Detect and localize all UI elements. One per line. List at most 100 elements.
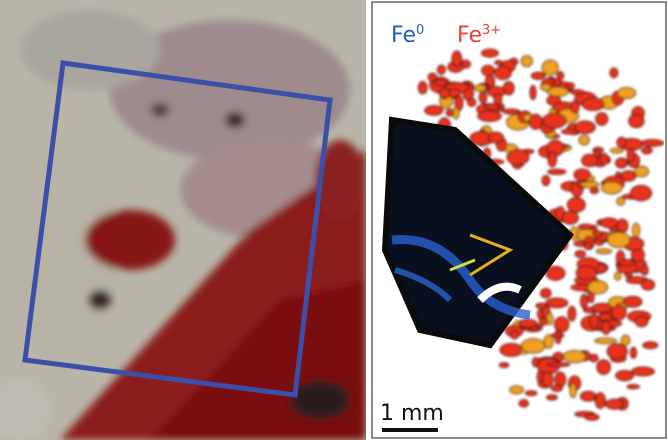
fe3-speckle — [418, 82, 427, 94]
scale-bar-label: 1 mm — [380, 401, 444, 426]
fe3-speckle — [574, 169, 590, 181]
fe3-speckle — [510, 386, 524, 394]
fe3-speckle — [635, 166, 649, 177]
fe3-speckle — [521, 56, 532, 67]
fe3-speckle — [551, 333, 564, 337]
fe3-speckle — [568, 306, 576, 320]
fe3-speckle — [629, 114, 644, 127]
fe3-speckle — [641, 140, 664, 147]
fe3-speckle — [596, 113, 608, 125]
fe3-speckle — [507, 149, 529, 164]
fe3-speckle — [621, 335, 630, 345]
fe3-speckle — [526, 391, 537, 396]
fe3-speckle — [481, 49, 498, 57]
fe3-speckle — [632, 367, 655, 376]
fe3-speckle — [584, 242, 591, 249]
fe3-speckle — [531, 72, 545, 79]
fe3-speckle — [617, 137, 626, 147]
fe3-speckle — [590, 354, 599, 362]
fe3-speckle — [627, 385, 639, 389]
fe3-speckle — [632, 223, 639, 237]
figure: Fe0 Fe3+ 1 mm — [0, 0, 668, 440]
fe3-speckle — [595, 393, 605, 409]
fe3-speckle — [590, 314, 599, 328]
fe3-speckle — [500, 344, 523, 357]
fe3-speckle — [551, 385, 562, 391]
fe3-speckle — [522, 339, 545, 353]
fe3-speckle — [576, 266, 596, 280]
fe3-speckle — [579, 135, 590, 145]
fe3-speckle — [452, 51, 462, 67]
fe3-speckle — [596, 249, 611, 254]
fe3-speckle — [616, 158, 628, 168]
fe3-speckle — [539, 318, 547, 325]
fe3-speckle — [642, 147, 652, 154]
fe3-speckle — [606, 399, 624, 409]
photo-panel — [0, 0, 366, 440]
fe3-speckle — [581, 294, 588, 308]
fe3-speckle — [547, 363, 569, 367]
fe3-speckle — [590, 187, 598, 193]
fe3-speckle — [600, 153, 608, 165]
fe3-speckle — [453, 108, 459, 119]
fe3-speckle — [546, 298, 568, 308]
fe3-speckle — [623, 296, 642, 307]
fe3-speckle — [519, 400, 528, 407]
fe3-speckle — [616, 370, 634, 380]
fe3-speckle — [567, 198, 585, 212]
fe3-speckle — [434, 80, 448, 85]
fe3-speckle — [575, 121, 595, 134]
fe3-speckle — [510, 331, 518, 339]
fe3-speckle — [495, 66, 512, 79]
fe3-speckle — [585, 414, 599, 420]
fe3-speckle — [578, 224, 593, 229]
fe3-speckle — [548, 169, 566, 174]
fe3-speckle — [580, 182, 598, 188]
fe3-speckle — [630, 185, 651, 200]
fe3-speckle — [544, 335, 553, 348]
fe3-speckle — [612, 305, 627, 320]
fe3-speckle — [554, 79, 562, 85]
fe3-speckle — [582, 154, 598, 166]
fe3-speckle — [588, 281, 608, 294]
fe3-speckle — [482, 65, 495, 75]
fe3-speckle — [571, 90, 584, 95]
fe3-speckle — [610, 68, 618, 78]
fe3-speckle — [601, 218, 618, 228]
fe3-speckle — [641, 266, 648, 276]
fe3-speckle — [542, 60, 558, 75]
fe3-speckle — [530, 86, 536, 100]
fe3-speckle — [494, 93, 502, 104]
fe3-speckle — [488, 132, 503, 143]
fe3-speckle — [468, 98, 476, 106]
fe3-speckle — [547, 395, 558, 400]
fe3-speckle — [614, 272, 620, 280]
fe3-speckle — [503, 109, 520, 114]
fe3-speckle — [437, 65, 445, 74]
fe3-speckle — [641, 280, 654, 290]
fe3-speckle — [630, 347, 636, 358]
fe3-speckle — [570, 383, 576, 398]
fe3-speckle — [575, 251, 585, 258]
fe3-speckle — [607, 232, 630, 247]
fe3-speckle — [627, 149, 634, 162]
fe3-speckle — [474, 85, 486, 92]
fe3-speckle — [567, 83, 575, 90]
fe3-speckle — [601, 182, 622, 194]
fe3-speckle — [643, 342, 658, 349]
fe3-speckle — [542, 372, 553, 387]
fe3-speckle — [593, 231, 603, 237]
fe3-speckle — [592, 303, 612, 312]
fe3-speckle — [611, 148, 623, 153]
fe3-speckle — [532, 358, 539, 367]
fe3-speckle — [563, 350, 585, 362]
fe3-speckle — [562, 211, 578, 224]
fe3-speckle — [595, 338, 617, 344]
fe3-speckle — [617, 88, 635, 99]
fe3-speckle — [541, 84, 551, 91]
fe3-speckle — [519, 319, 537, 327]
fe3-speckle — [635, 316, 648, 327]
fe3-speckle — [619, 260, 634, 266]
fe3-speckle — [570, 101, 579, 113]
fe3-speckle — [607, 344, 627, 359]
